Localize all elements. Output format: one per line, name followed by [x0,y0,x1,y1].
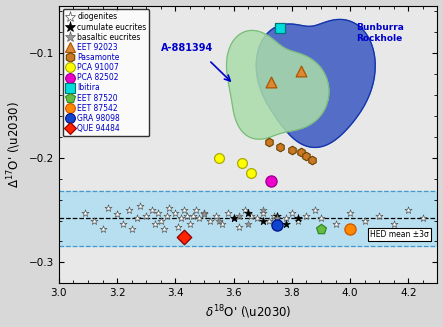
Point [148,207,155,213]
Point [224,211,231,216]
Point [189,214,196,219]
Point [390,221,397,226]
Point [125,207,132,213]
Point [294,218,301,223]
Text: Bunburra
Rockhole: Bunburra Rockhole [356,24,404,43]
Point [230,216,237,221]
Point [152,221,159,226]
Text: HED mean ±3σ: HED mean ±3σ [370,231,429,239]
Point [119,221,126,226]
Point [259,207,266,213]
Point [303,214,310,219]
Point [317,226,324,232]
Point [332,221,339,226]
Point [297,68,304,73]
Point [201,212,208,217]
Point [172,211,179,216]
Point [288,148,295,153]
Point [90,218,97,223]
Point [274,222,281,227]
Point [245,221,252,226]
Point [346,226,354,232]
Point [311,207,319,213]
Point [239,160,246,165]
Point [218,221,225,226]
Point [195,216,202,221]
Point [163,214,170,219]
Point [309,157,316,162]
Point [99,226,106,232]
Point [230,216,237,221]
Point [276,25,284,30]
Point [207,218,214,223]
Point [283,221,290,226]
Point [236,224,243,230]
Point [215,218,222,223]
Point [274,214,281,219]
Point [376,214,383,219]
Point [105,205,112,211]
Point [215,155,222,160]
Legend: diogenites, cumulate eucrites, basaltic eucrites, EET 92023, Pasamonte, PCA 9100: diogenites, cumulate eucrites, basaltic … [62,9,149,136]
Point [160,226,167,232]
Point [276,145,284,150]
Polygon shape [226,30,329,139]
Point [201,211,208,216]
Point [137,203,144,208]
Point [128,226,135,232]
Point [134,216,141,221]
Polygon shape [256,19,375,147]
Point [274,216,281,221]
Point [294,216,301,221]
Point [180,207,187,213]
Point [303,153,310,158]
Point [183,214,190,219]
Point [82,211,89,216]
Point [157,218,164,223]
Point [420,216,427,221]
Point [259,218,266,223]
Point [245,211,252,216]
Point [346,211,354,216]
Point [283,216,290,221]
Point [405,207,412,213]
Point [276,221,284,226]
Point [187,221,194,226]
Point [248,171,255,176]
Point [113,212,120,217]
Point [361,218,368,223]
Y-axis label: $\Delta^{17}$O' (\u2030): $\Delta^{17}$O' (\u2030) [6,101,23,188]
Point [166,205,173,211]
Bar [59,191,437,246]
Text: A-881394: A-881394 [161,43,213,53]
Point [259,211,266,216]
Point [297,150,304,155]
Point [248,214,255,219]
X-axis label: $\delta^{18}$O' (\u2030): $\delta^{18}$O' (\u2030) [205,304,291,321]
Point [154,211,161,216]
Point [192,207,199,213]
Point [271,214,278,219]
Point [236,214,243,219]
Point [178,216,185,221]
Point [317,216,324,221]
Point [143,214,150,219]
Point [175,224,182,230]
Point [265,139,272,145]
Point [268,79,275,85]
Point [253,216,260,221]
Point [288,211,295,216]
Point [180,235,187,240]
Point [242,207,249,213]
Point [213,214,220,219]
Point [268,178,275,183]
Point [265,218,272,223]
